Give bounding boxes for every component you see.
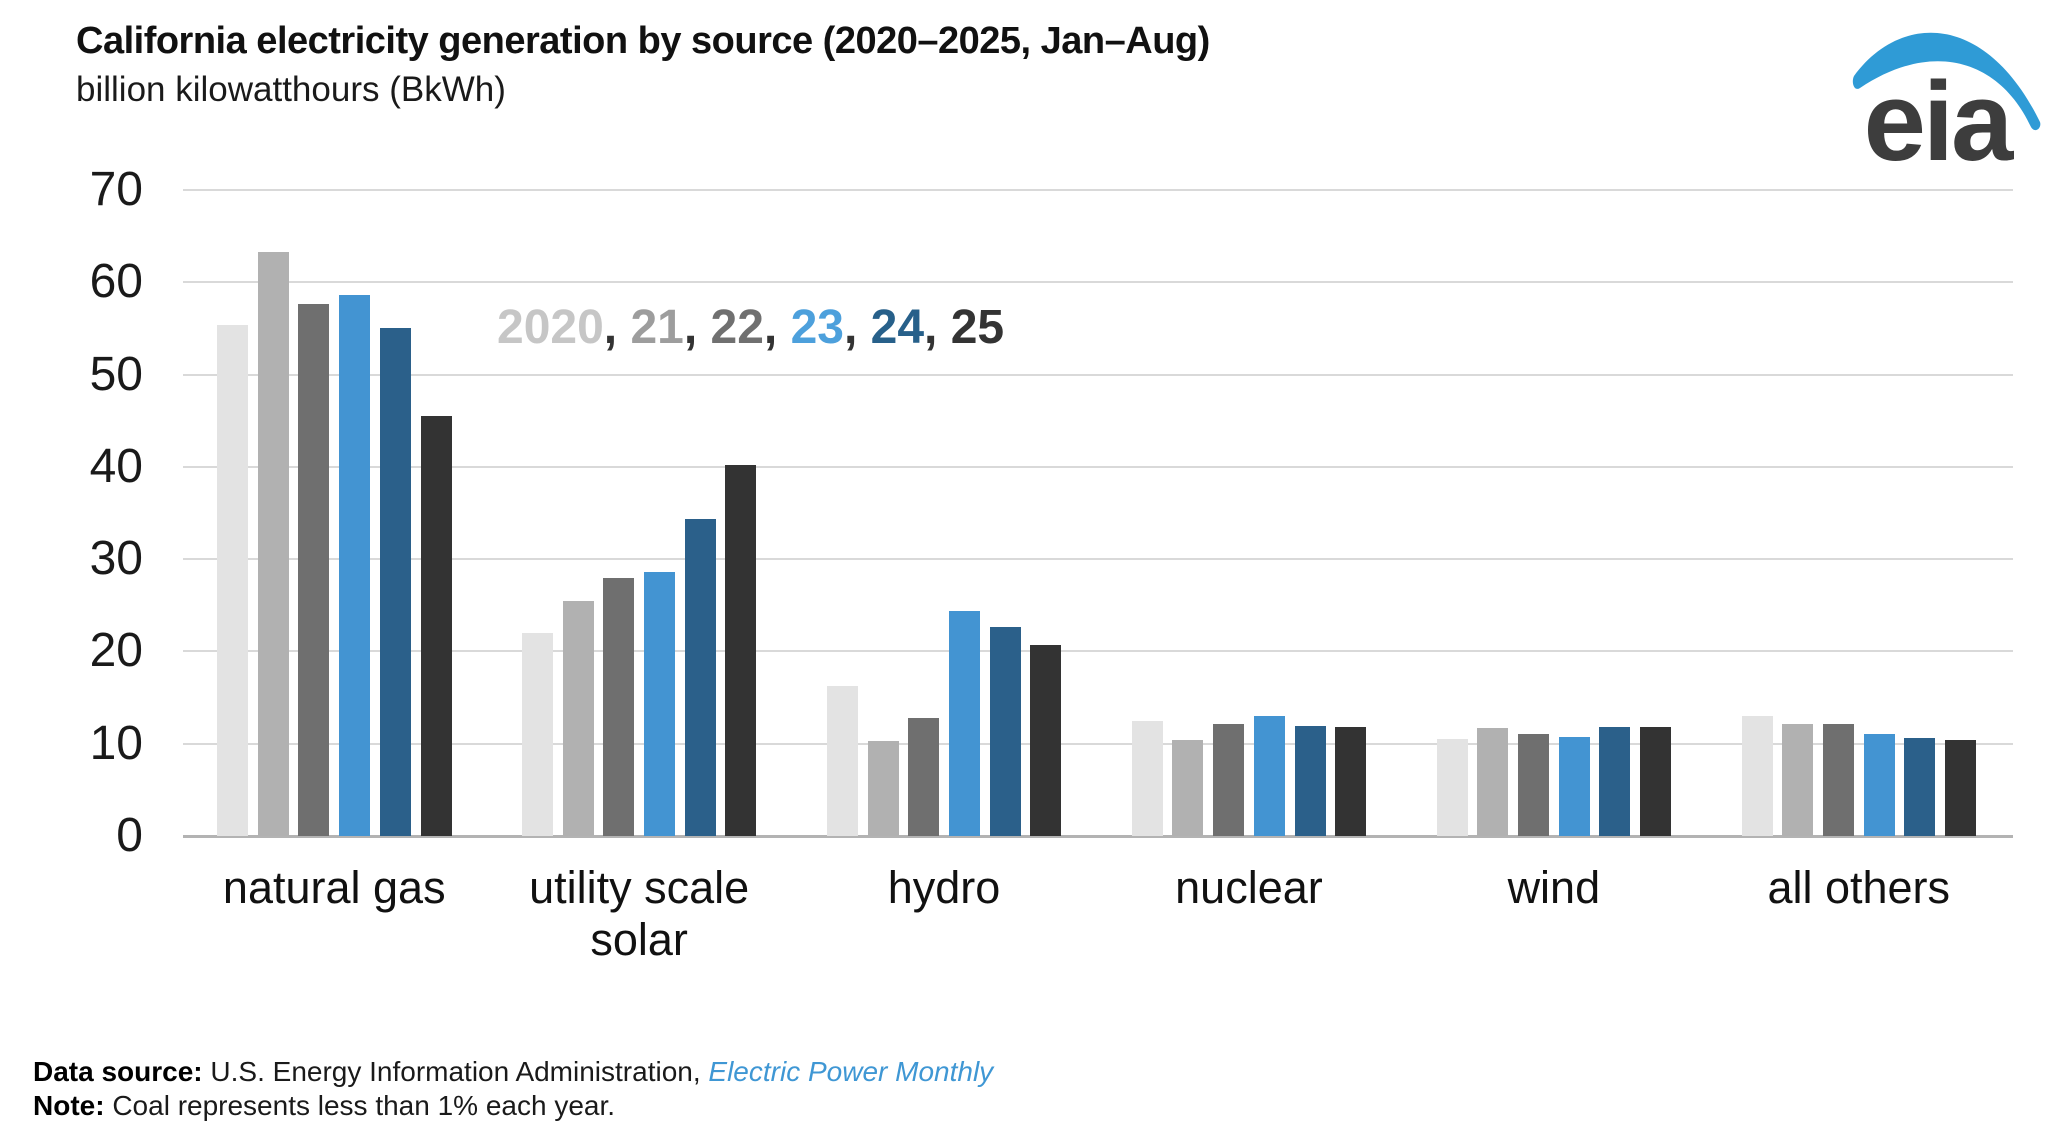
bar-24-natural-gas xyxy=(379,328,411,836)
legend-year-25: 25 xyxy=(950,301,1005,354)
gridline-20 xyxy=(183,650,2013,653)
x-axis-label-hydro: hydro xyxy=(887,862,1001,913)
bar-24-hydro xyxy=(989,626,1021,836)
bar-22-nuclear xyxy=(1213,724,1245,836)
bar-2020-natural-gas xyxy=(217,324,248,836)
bar-22-hydro xyxy=(908,717,940,836)
data-source-text: U.S. Energy Information Administration, xyxy=(202,1056,709,1087)
bar-25-nuclear xyxy=(1335,727,1367,836)
eia-logo-swoosh-icon xyxy=(1852,32,2041,131)
legend-year-24: 24 xyxy=(870,301,925,354)
bar-24-nuclear xyxy=(1294,726,1326,836)
bar-2020-all-others xyxy=(1741,716,1773,836)
x-axis-label-nuclear: nuclear xyxy=(1175,862,1323,913)
note-line: Note: Coal represents less than 1% each … xyxy=(33,1090,615,1122)
x-axis-line xyxy=(183,835,2013,838)
y-tick-label-30: 30 xyxy=(89,532,143,586)
bar-2020-wind xyxy=(1436,739,1468,836)
bar-23-utility-scale-solar xyxy=(644,572,675,836)
bar-23-all-others xyxy=(1863,733,1895,836)
bar-21-all-others xyxy=(1782,724,1814,836)
y-tick-label-70: 70 xyxy=(89,163,143,216)
bar-22-wind xyxy=(1518,733,1549,836)
eia-logo: eia xyxy=(1852,32,2041,170)
bar-22-natural-gas xyxy=(298,303,330,836)
page-title: California electricity generation by sou… xyxy=(76,20,1210,62)
gridline-40 xyxy=(183,465,2013,468)
bar-21-hydro xyxy=(867,740,899,836)
bar-2020-hydro xyxy=(826,685,858,836)
gridline-60 xyxy=(183,281,2013,284)
bar-21-wind xyxy=(1477,728,1509,836)
bar-23-natural-gas xyxy=(339,295,371,836)
bar-2020-nuclear xyxy=(1131,720,1163,836)
note-label: Note: xyxy=(33,1090,105,1121)
legend-year-22: 22 xyxy=(710,301,764,354)
bar-22-all-others xyxy=(1822,724,1854,836)
note-text: Coal represents less than 1% each year. xyxy=(104,1090,616,1121)
x-axis-label-utility-scale-solar: utility scale solar xyxy=(529,862,750,965)
bar-25-natural-gas xyxy=(420,416,452,836)
bar-24-utility-scale-solar xyxy=(684,518,716,836)
legend-separator: , xyxy=(683,301,711,354)
bar-21-nuclear xyxy=(1172,740,1204,836)
chart-legend: 2020, 21, 22, 23, 24, 25 xyxy=(497,300,1004,355)
electric-power-monthly-link[interactable]: Electric Power Monthly xyxy=(708,1056,994,1087)
gridline-30 xyxy=(183,558,2013,561)
legend-year-21: 21 xyxy=(630,301,684,354)
page-subtitle: billion kilowatthours (BkWh) xyxy=(76,70,506,109)
legend-separator: , xyxy=(603,301,631,354)
y-tick-label-40: 40 xyxy=(89,439,143,493)
legend-separator: , xyxy=(763,301,791,354)
legend-year-23: 23 xyxy=(790,301,844,354)
gridline-70 xyxy=(183,189,2013,191)
y-tick-label-50: 50 xyxy=(89,347,143,401)
bar-21-utility-scale-solar xyxy=(562,600,594,836)
legend-separator: , xyxy=(843,301,871,354)
bar-23-wind xyxy=(1558,737,1590,836)
data-source-label: Data source: xyxy=(33,1056,203,1087)
y-tick-label-20: 20 xyxy=(89,624,143,678)
bar-23-hydro xyxy=(948,610,980,836)
y-tick-label-60: 60 xyxy=(89,255,143,309)
gridline-50 xyxy=(183,373,2013,376)
y-tick-label-10: 10 xyxy=(89,716,143,770)
bar-22-utility-scale-solar xyxy=(603,577,635,836)
bar-25-hydro xyxy=(1030,644,1062,836)
x-axis-label-wind: wind xyxy=(1507,862,1601,913)
bar-25-wind xyxy=(1640,727,1672,836)
legend-separator: , xyxy=(924,301,951,354)
bar-23-nuclear xyxy=(1253,716,1285,836)
bar-2020-utility-scale-solar xyxy=(521,632,553,836)
bar-21-natural-gas xyxy=(257,251,289,836)
gridline-10 xyxy=(183,742,2013,745)
bar-25-utility-scale-solar xyxy=(725,465,757,836)
legend-year-2020: 2020 xyxy=(497,301,604,354)
x-axis-label-natural-gas: natural gas xyxy=(222,862,446,913)
bar-25-all-others xyxy=(1945,740,1976,836)
x-axis-label-all-others: all others xyxy=(1767,862,1951,913)
y-tick-label-0: 0 xyxy=(116,809,143,862)
bar-24-all-others xyxy=(1904,738,1936,836)
data-source-line: Data source: U.S. Energy Information Adm… xyxy=(33,1056,993,1088)
bar-24-wind xyxy=(1599,727,1631,836)
